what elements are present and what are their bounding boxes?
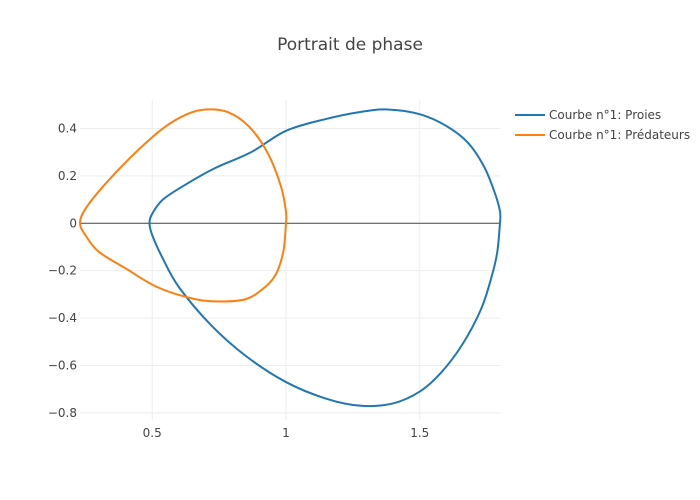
series-line-predateurs bbox=[79, 108, 288, 303]
legend-label: Courbe n°1: Proies bbox=[549, 108, 661, 122]
y-tick-label: −0.2 bbox=[48, 264, 77, 278]
y-tick-label: 0.4 bbox=[58, 121, 77, 135]
y-tick-label: −0.8 bbox=[48, 406, 77, 420]
series-line-proies bbox=[148, 108, 502, 408]
x-tick-label: 1 bbox=[282, 426, 290, 440]
y-tick-label: −0.6 bbox=[48, 358, 77, 372]
x-tick-label: 0.5 bbox=[143, 426, 162, 440]
series-layer bbox=[79, 108, 502, 408]
chart-title: Portrait de phase bbox=[277, 35, 423, 55]
legend[interactable]: Courbe n°1: Proies Courbe n°1: Prédateurs bbox=[515, 108, 690, 142]
legend-item[interactable]: Courbe n°1: Prédateurs bbox=[515, 128, 690, 142]
y-tick-label: −0.4 bbox=[48, 311, 77, 325]
tick-layer: 0.5 1 1.5 −0.8 −0.6 −0.4 −0.2 0 0.2 0.4 bbox=[48, 121, 429, 440]
x-tick-label: 1.5 bbox=[410, 426, 429, 440]
grid-layer bbox=[80, 100, 500, 420]
y-tick-label: 0.2 bbox=[58, 169, 77, 183]
y-tick-label: 0 bbox=[69, 216, 77, 230]
legend-label: Courbe n°1: Prédateurs bbox=[549, 128, 690, 142]
legend-item[interactable]: Courbe n°1: Proies bbox=[515, 108, 661, 122]
